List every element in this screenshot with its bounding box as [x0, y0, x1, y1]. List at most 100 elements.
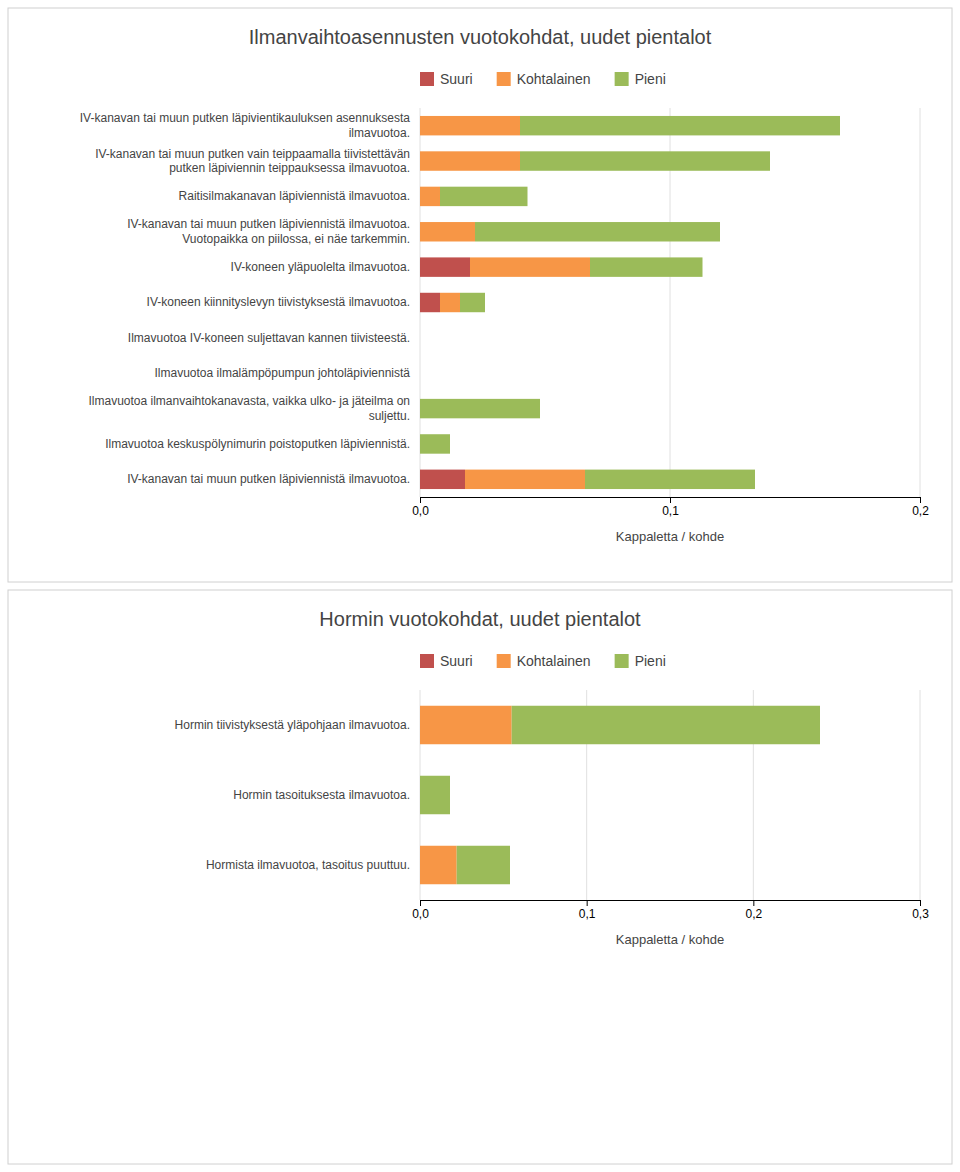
y-tick: Raitisilmakanavan läpiviennistä ilmavuot…: [179, 189, 410, 203]
bar-series: [420, 706, 820, 885]
bar-segment: [520, 151, 770, 170]
category-label: IV-koneen yläpuolelta ilmavuotoa.: [231, 260, 410, 274]
chart-panel: Ilmanvaihtoasennusten vuotokohdat, uudet…: [8, 8, 952, 582]
category-label: Ilmavuotoa keskuspölynimurin poistoputke…: [105, 437, 410, 451]
category-label-line: Hormista ilmavuotoa, tasoitus puuttuu.: [206, 858, 410, 872]
legend-item: Kohtalainen: [497, 71, 591, 87]
bar-segment: [420, 364, 421, 383]
legend-label: Pieni: [635, 71, 666, 87]
bar-series: [420, 706, 512, 885]
legend-item: Kohtalainen: [497, 653, 591, 669]
x-tick: 0,2: [745, 900, 762, 921]
y-tick: Ilmavuotoa keskuspölynimurin poistoputke…: [105, 437, 410, 451]
bar-series: [420, 116, 840, 489]
y-axis: IV-kanavan tai muun putken läpivientikau…: [80, 111, 411, 486]
x-tick-mark: [670, 497, 671, 503]
grid-line: [920, 690, 921, 900]
legend-label: Suuri: [440, 71, 473, 87]
bar-segment: [440, 293, 460, 312]
y-tick: IV-koneen yläpuolelta ilmavuotoa.: [231, 260, 410, 274]
x-tick-mark: [420, 497, 421, 503]
legend-swatch: [497, 72, 511, 86]
category-label-line: suljettu.: [369, 409, 410, 423]
x-tick-label: 0,3: [912, 907, 929, 921]
y-tick: Hormin tiivistyksestä yläpohjaan ilmavuo…: [175, 718, 410, 732]
x-tick-label: 0,1: [579, 907, 596, 921]
bar-segment: [512, 706, 820, 745]
x-tick-mark: [587, 900, 588, 906]
bar-series: [420, 116, 590, 489]
x-tick: 0,0: [412, 900, 429, 921]
category-label-line: putken läpiviennin teippauksessa ilmavuo…: [169, 161, 410, 175]
x-tick-label: 0,0: [412, 504, 429, 518]
bar-segment: [420, 257, 470, 276]
category-label: Hormista ilmavuotoa, tasoitus puuttuu.: [206, 858, 410, 872]
category-label-line: IV-koneen yläpuolelta ilmavuotoa.: [231, 260, 410, 274]
bar-segment: [420, 434, 450, 453]
category-label-line: ilmavuotoa.: [349, 126, 410, 140]
category-label-line: Ilmavuotoa ilmanvaihtokanavasta, vaikka …: [89, 394, 411, 408]
y-tick: IV-koneen kiinnityslevyn tiivistyksestä …: [147, 295, 410, 309]
bar-segment: [420, 328, 421, 347]
category-label-line: IV-kanavan tai muun putken läpiviennistä…: [127, 472, 410, 486]
y-tick: IV-kanavan tai muun putken läpivientikau…: [80, 111, 411, 139]
legend-swatch: [420, 654, 434, 668]
category-label-line: IV-kanavan tai muun putken läpiviennistä…: [127, 217, 410, 231]
grid: [420, 108, 920, 497]
bar-segment: [420, 706, 512, 745]
category-label-line: IV-kanavan tai muun putken läpivientikau…: [80, 111, 411, 125]
bar-segment: [420, 470, 465, 489]
category-label-line: Hormin tasoituksesta ilmavuotoa.: [233, 788, 410, 802]
x-axis: 0,0 0,1 0,2: [412, 497, 929, 518]
y-tick: Hormista ilmavuotoa, tasoitus puuttuu.: [206, 858, 410, 872]
panel-border: [8, 8, 952, 582]
category-label-line: IV-koneen kiinnityslevyn tiivistyksestä …: [147, 295, 410, 309]
chart-title: Ilmanvaihtoasennusten vuotokohdat, uudet…: [249, 26, 712, 48]
x-axis-line: [421, 901, 921, 907]
category-label: IV-kanavan tai muun putken läpiviennistä…: [127, 217, 410, 245]
x-axis-title: Kappaletta / kohde: [616, 932, 724, 947]
x-tick-label: 0,2: [745, 907, 762, 921]
x-tick-label: 0,0: [412, 907, 429, 921]
category-label: Raitisilmakanavan läpiviennistä ilmavuot…: [179, 189, 410, 203]
y-tick: IV-kanavan tai muun putken läpiviennistä…: [127, 217, 410, 245]
legend-swatch: [497, 654, 511, 668]
y-tick: Ilmavuotoa ilmanvaihtokanavasta, vaikka …: [89, 394, 411, 422]
bar-segment: [420, 187, 440, 206]
bar-segment: [420, 293, 440, 312]
category-label: Hormin tasoituksesta ilmavuotoa.: [233, 788, 410, 802]
category-label-line: Hormin tiivistyksestä yläpohjaan ilmavuo…: [175, 718, 410, 732]
x-axis-line: [421, 498, 921, 504]
x-tick-mark: [920, 497, 921, 503]
y-tick: Ilmavuotoa IV-koneen suljettavan kannen …: [128, 331, 410, 345]
category-label: Hormin tiivistyksestä yläpohjaan ilmavuo…: [175, 718, 410, 732]
bars: [420, 706, 820, 885]
legend: Suuri Kohtalainen Pieni: [420, 71, 666, 87]
chart-title: Hormin vuotokohdat, uudet pientalot: [319, 608, 641, 630]
y-tick: Ilmavuotoa ilmalämpöpumpun johtoläpivien…: [155, 366, 411, 380]
legend-label: Kohtalainen: [517, 71, 591, 87]
bar-segment: [420, 846, 457, 885]
grid: [420, 690, 920, 900]
legend-item: Pieni: [615, 653, 666, 669]
category-label: Ilmavuotoa IV-koneen suljettavan kannen …: [128, 331, 410, 345]
bar-segment: [420, 328, 421, 347]
category-label: IV-kanavan tai muun putken läpivientikau…: [80, 111, 411, 139]
category-label: IV-kanavan tai muun putken läpiviennistä…: [127, 472, 410, 486]
legend-label: Pieni: [635, 653, 666, 669]
chart-panel: Hormin vuotokohdat, uudet pientalot 0,0 0,…: [8, 590, 952, 1164]
x-tick-label: 0,2: [912, 504, 929, 518]
category-label-line: Ilmavuotoa IV-koneen suljettavan kannen …: [128, 331, 410, 345]
bar-segment: [475, 222, 720, 241]
category-label-line: Raitisilmakanavan läpiviennistä ilmavuot…: [179, 189, 410, 203]
category-label-line: Vuotopaikka on piilossa, ei näe tarkemmi…: [182, 232, 410, 246]
x-tick: 0,1: [662, 497, 679, 518]
category-label: IV-koneen kiinnityslevyn tiivistyksestä …: [147, 295, 410, 309]
bar-segment: [420, 116, 520, 135]
legend-item: Suuri: [420, 653, 473, 669]
chart-canvas: Ilmanvaihtoasennusten vuotokohdat, uudet…: [0, 0, 960, 1172]
grid-line: [920, 108, 921, 497]
legend-label: Suuri: [440, 653, 473, 669]
y-tick: Hormin tasoituksesta ilmavuotoa.: [233, 788, 410, 802]
x-tick-mark: [420, 900, 421, 906]
